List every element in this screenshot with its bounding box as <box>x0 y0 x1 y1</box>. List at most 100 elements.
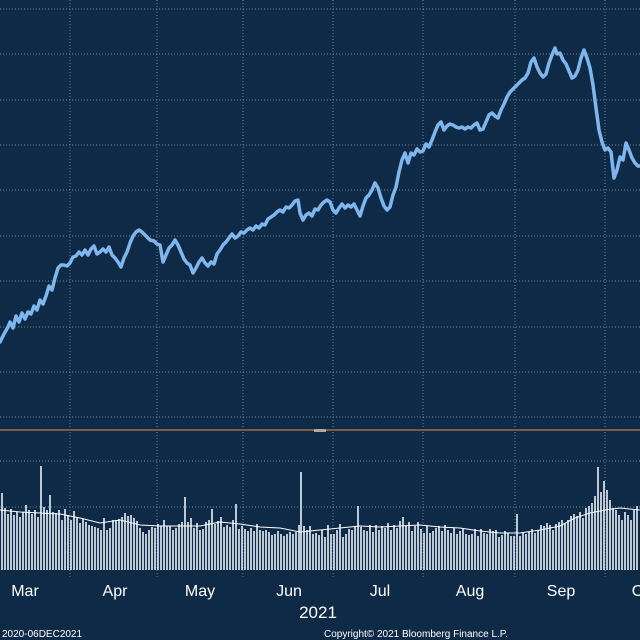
volume-bar <box>342 537 344 570</box>
copyright-label: Copyright© 2021 Bloomberg Finance L.P. <box>324 629 508 640</box>
volume-bar <box>178 524 180 570</box>
volume-bar <box>268 532 270 570</box>
volume-bar <box>280 534 282 570</box>
volume-bar <box>381 526 383 570</box>
volume-bar <box>220 517 222 570</box>
volume-bar <box>447 530 449 570</box>
volume-bar <box>190 518 192 570</box>
volume-bar <box>498 537 500 570</box>
volume-bar <box>202 529 204 570</box>
volume-bar <box>465 534 467 570</box>
volume-bar <box>624 512 626 570</box>
volume-bar <box>369 525 371 570</box>
volume-bar <box>519 536 521 570</box>
volume-bar <box>471 534 473 570</box>
volume-bar <box>40 466 42 570</box>
volume-bar <box>327 525 329 570</box>
volume-bar <box>64 509 66 570</box>
volume-bar <box>118 519 120 570</box>
volume-bar <box>459 531 461 570</box>
volume-bar <box>58 510 60 570</box>
volume-bar <box>235 504 237 570</box>
volume-bar <box>564 523 566 570</box>
volume-bar <box>507 533 509 570</box>
volume-bar <box>399 521 401 570</box>
volume-bar <box>312 534 314 570</box>
volume-bar <box>435 528 437 570</box>
volume-bar <box>627 515 629 570</box>
volume-bar <box>354 527 356 570</box>
volume-bar <box>516 514 518 570</box>
volume-bar <box>534 533 536 570</box>
volume-bar <box>450 533 452 570</box>
volume-bar <box>573 514 575 570</box>
volume-bar <box>34 510 36 570</box>
volume-bar <box>591 503 593 570</box>
volume-bar <box>636 506 638 570</box>
month-tick-label: O <box>632 583 640 600</box>
volume-bar <box>357 506 359 570</box>
volume-bar <box>277 531 279 570</box>
volume-bar <box>543 526 545 570</box>
volume-bar <box>321 530 323 570</box>
volume-bar <box>196 523 198 570</box>
volume-bar <box>256 524 258 570</box>
pane-resize-handle[interactable] <box>314 429 326 432</box>
volume-bar <box>163 520 165 570</box>
volume-bar <box>46 510 48 570</box>
month-tick-label: Aug <box>456 583 484 600</box>
volume-bar <box>402 517 404 570</box>
volume-bar <box>217 521 219 570</box>
volume-bar <box>292 534 294 570</box>
volume-bar <box>244 529 246 570</box>
volume-bar <box>318 535 320 570</box>
volume-bar <box>351 530 353 570</box>
volume-bar <box>375 525 377 570</box>
volume-bar <box>537 530 539 570</box>
volume-bar <box>579 512 581 570</box>
volume-bar <box>303 526 305 570</box>
volume-bar <box>274 534 276 570</box>
volume-bar <box>133 518 135 570</box>
volume-bar <box>88 525 90 570</box>
volume-bar <box>363 530 365 570</box>
volume-bar <box>55 513 57 570</box>
volume-bar <box>630 520 632 570</box>
volume-bar <box>265 530 267 570</box>
volume-bar <box>283 536 285 570</box>
volume-bar <box>250 528 252 570</box>
volume-bar <box>166 526 168 570</box>
volume-bar <box>513 536 515 570</box>
volume-bar <box>486 534 488 570</box>
volume-bar <box>429 533 431 570</box>
volume-bar <box>295 532 297 570</box>
volume-bar <box>100 530 102 570</box>
volume-bar <box>106 530 108 570</box>
volume-bar <box>462 529 464 570</box>
volume-bar <box>387 523 389 570</box>
volume-bar <box>453 528 455 570</box>
month-tick-label: Apr <box>103 583 129 600</box>
volume-bar <box>492 531 494 570</box>
month-tick-label: Jul <box>370 583 390 600</box>
volume-bar <box>426 526 428 570</box>
volume-bar <box>558 522 560 570</box>
volume-bar <box>181 522 183 570</box>
volume-bar <box>136 521 138 570</box>
volume-bar <box>561 520 563 570</box>
volume-bars <box>1 466 638 570</box>
volume-bar <box>160 526 162 570</box>
volume-bar <box>480 529 482 570</box>
volume-bar <box>489 529 491 570</box>
volume-bar <box>396 528 398 570</box>
volume-bar <box>540 525 542 570</box>
volume-bar <box>549 525 551 570</box>
volume-bar <box>199 530 201 570</box>
volume-bar <box>1 493 3 570</box>
volume-bar <box>552 530 554 570</box>
month-tick-label: May <box>185 583 215 600</box>
date-range-label: 2020-06DEC2021 <box>2 629 82 640</box>
volume-bar <box>184 497 186 570</box>
month-tick-label: Mar <box>11 583 39 600</box>
